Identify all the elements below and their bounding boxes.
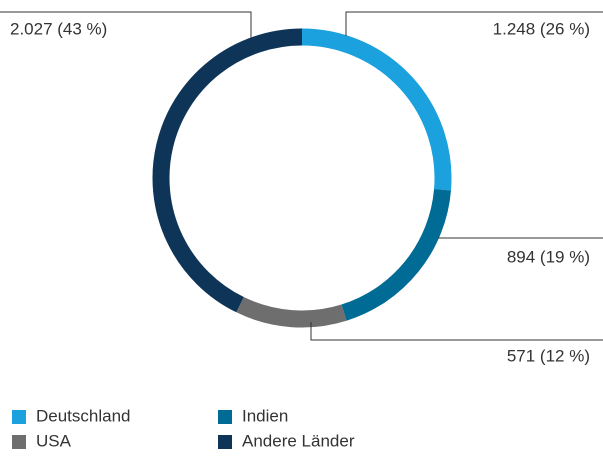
legend-label: Andere Länder	[242, 431, 355, 450]
legend-label: Deutschland	[36, 406, 131, 425]
legend-label: Indien	[242, 406, 288, 425]
donut-segment	[301, 28, 452, 191]
data-label: 2.027 (43 %)	[10, 19, 107, 38]
leader-line	[0, 11, 252, 38]
donut-segment	[236, 296, 347, 328]
legend-swatch	[12, 410, 26, 424]
legend-swatch	[218, 410, 232, 424]
legend-label: USA	[36, 431, 72, 450]
donut-segment	[341, 188, 451, 321]
data-label: 1.248 (26 %)	[493, 19, 590, 38]
leader-line	[345, 11, 603, 36]
leader-line	[310, 322, 603, 341]
data-label: 571 (12 %)	[507, 346, 590, 365]
data-label: 894 (19 %)	[507, 247, 590, 266]
legend-swatch	[12, 435, 26, 449]
legend-swatch	[218, 435, 232, 449]
donut-segment	[152, 28, 303, 313]
